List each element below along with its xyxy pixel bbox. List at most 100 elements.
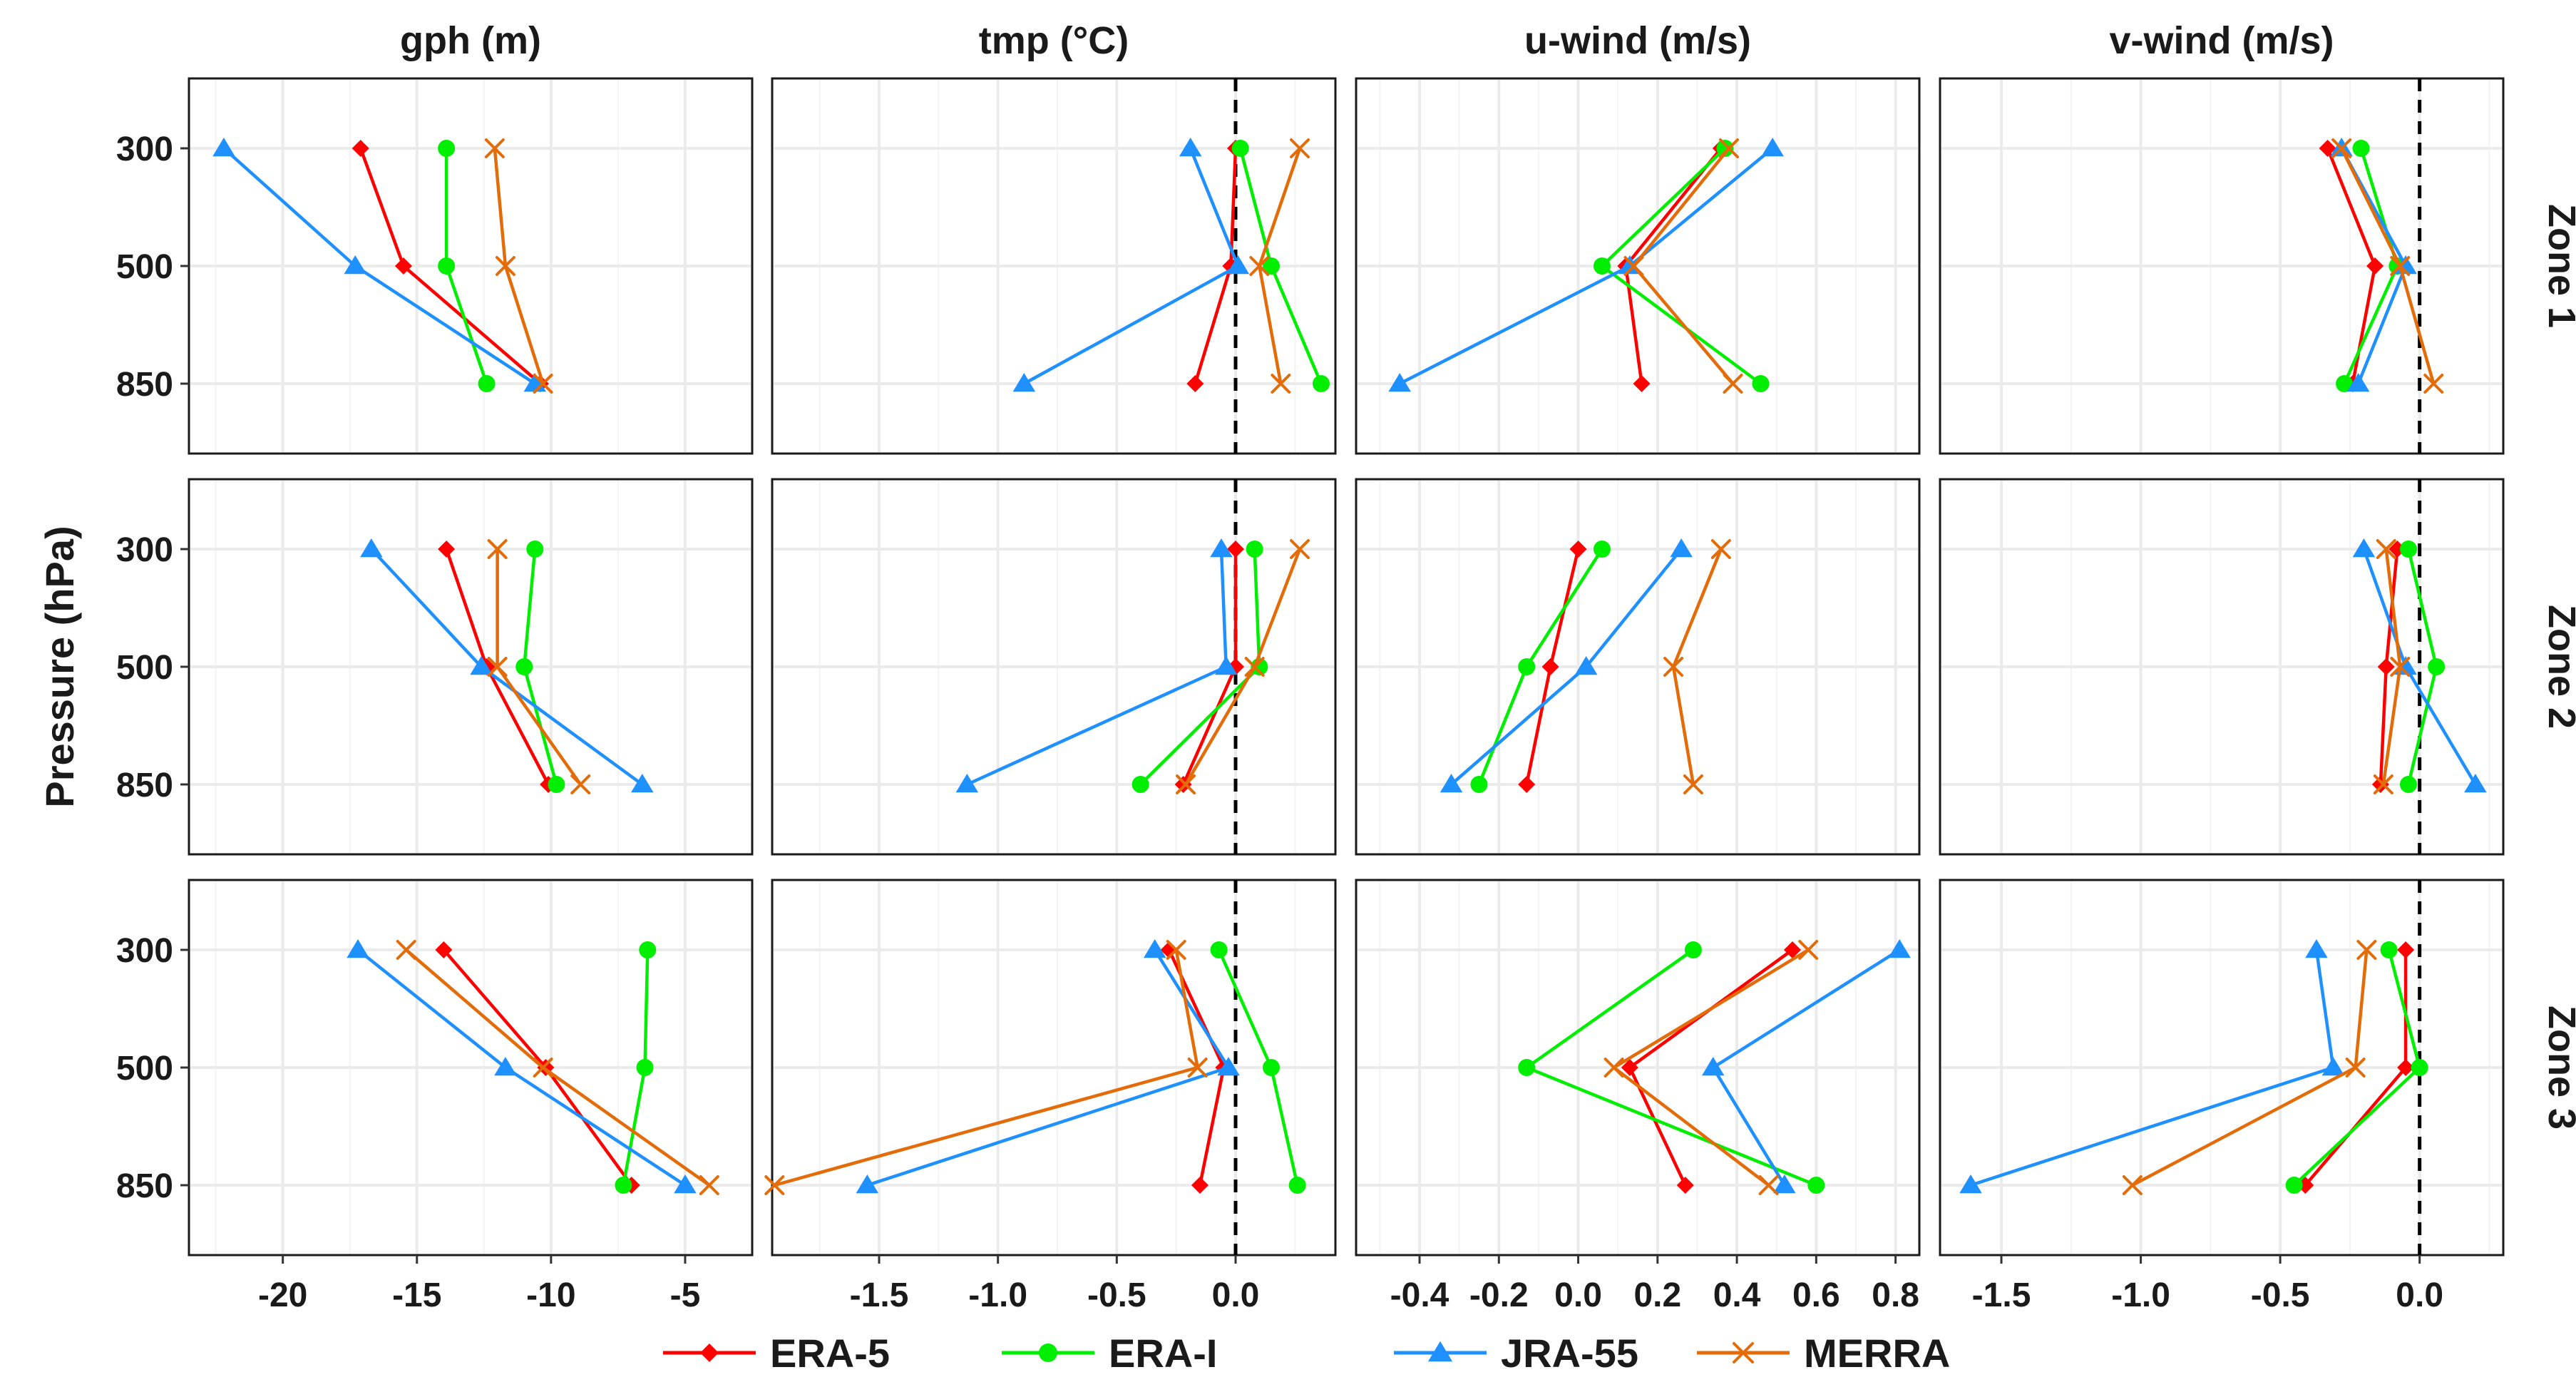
panel-border: [771, 478, 1337, 856]
legend-item-merra: MERRA: [1697, 1331, 1950, 1376]
data-point-jra-55: [1217, 1057, 1240, 1076]
data-point-era-i: [2336, 375, 2354, 392]
data-point-merra: [1244, 657, 1265, 677]
data-point-era-5: [1633, 375, 1651, 392]
data-point-merra: [1249, 256, 1270, 276]
data-point-merra: [1166, 940, 1186, 960]
data-point-jra-55: [470, 656, 493, 675]
legend-label: MERRA: [1804, 1331, 1950, 1376]
x-tick-label: -20: [258, 1276, 307, 1314]
marker-stroke: [1718, 138, 1739, 158]
marker-stroke: [2331, 138, 2352, 158]
panel-border: [771, 879, 1337, 1257]
data-point-era-i: [1593, 541, 1611, 558]
y-tick-label: 850: [116, 767, 173, 804]
y-tick-label: 500: [116, 248, 173, 286]
marker-stroke: [484, 138, 505, 158]
marker-stroke: [487, 657, 508, 677]
marker-stroke: [764, 1175, 785, 1195]
data-point-jra-55: [631, 774, 654, 793]
data-point-jra-55: [1701, 1057, 1725, 1076]
data-point-era-5: [351, 140, 369, 157]
data-point-merra: [699, 1175, 719, 1195]
marker-stroke: [1176, 774, 1196, 794]
marker-stroke: [1798, 940, 1819, 960]
data-point-era-5: [438, 541, 456, 558]
legend-label: JRA-55: [1501, 1331, 1638, 1376]
data-point-jra-55: [1012, 373, 1036, 392]
data-point-era-i: [2428, 658, 2446, 675]
data-point-merra: [495, 256, 515, 276]
data-point-merra: [1187, 1058, 1208, 1078]
legend-item-jra-55: JRA-55: [1394, 1331, 1638, 1376]
data-point-merra: [533, 374, 553, 394]
data-point-merra: [764, 1175, 785, 1195]
data-point-jra-55: [2305, 939, 2328, 958]
x-tick-label: -0.5: [2251, 1276, 2310, 1314]
data-point-era-i: [1132, 776, 1149, 793]
marker-stroke: [2373, 774, 2393, 794]
data-point-era-i: [1288, 1177, 1306, 1194]
data-point-era-i: [639, 941, 657, 958]
x-tick-label: 0.0: [1554, 1276, 1602, 1314]
marker-stroke: [2356, 940, 2377, 960]
data-point-jra-55: [2352, 538, 2376, 558]
data-point-era-i: [2285, 1177, 2303, 1194]
data-point-era-5: [2319, 140, 2336, 157]
data-point-jra-55: [955, 774, 979, 793]
x-tick-label: 0.0: [2396, 1276, 2443, 1314]
data-point-merra: [1176, 774, 1196, 794]
data-point-merra: [396, 940, 416, 960]
marker-stroke: [1271, 374, 1291, 394]
data-point-era-5: [2397, 1059, 2415, 1076]
y-tick-label: 850: [116, 366, 173, 404]
panel-border: [1355, 77, 1921, 455]
marker-stroke: [396, 940, 416, 960]
data-point-merra: [1290, 138, 1310, 158]
data-point-merra: [2390, 256, 2411, 276]
data-point-era-i: [1752, 375, 1770, 392]
data-point-jra-55: [2321, 1057, 2345, 1076]
data-point-merra: [2373, 774, 2393, 794]
legend-swatch-marker: [1733, 1342, 1754, 1363]
x-tick-label: -0.2: [1469, 1276, 1529, 1314]
data-point-merra: [1723, 374, 1743, 394]
marker-stroke: [1249, 256, 1270, 276]
data-point-jra-55: [1214, 656, 1238, 675]
data-point-era-i: [1263, 257, 1280, 275]
data-point-era-i: [1593, 257, 1611, 275]
legend-swatch-marker: [1427, 1341, 1453, 1362]
marker-stroke: [1290, 539, 1310, 559]
data-point-era-5: [394, 257, 412, 275]
data-point-jra-55: [1761, 138, 1784, 157]
x-tick-label: -10: [526, 1276, 575, 1314]
marker-stroke: [495, 256, 515, 276]
x-tick-label: 0.2: [1633, 1276, 1681, 1314]
data-point-merra: [2331, 138, 2352, 158]
panel-border: [1355, 478, 1921, 856]
marker-stroke: [1723, 374, 1743, 394]
marker-stroke: [2345, 1058, 2366, 1078]
data-point-jra-55: [360, 538, 383, 558]
marker-stroke: [699, 1175, 719, 1195]
column-title: v-wind (m/s): [2109, 19, 2334, 62]
column-title: u-wind (m/s): [1524, 19, 1751, 62]
data-point-era-5: [435, 941, 453, 958]
data-point-era-5: [1541, 658, 1559, 675]
data-point-merra: [2345, 1058, 2366, 1078]
data-point-merra: [1271, 374, 1291, 394]
x-tick-label: 0.0: [1212, 1276, 1260, 1314]
data-point-era-5: [1783, 941, 1801, 958]
legend-item-era-i: ERA-I: [1002, 1331, 1217, 1376]
y-tick-label: 300: [116, 932, 173, 970]
data-point-jra-55: [1210, 538, 1233, 558]
data-point-era-i: [515, 658, 533, 675]
data-point-merra: [1290, 539, 1310, 559]
marker-stroke: [570, 774, 591, 794]
data-point-jra-55: [1143, 939, 1166, 958]
data-point-era-5: [2377, 658, 2395, 675]
panel-border: [1939, 77, 2505, 455]
panel-border: [771, 77, 1337, 455]
data-point-merra: [2122, 1175, 2143, 1195]
y-axis-label: Pressure (hPa): [37, 526, 82, 807]
